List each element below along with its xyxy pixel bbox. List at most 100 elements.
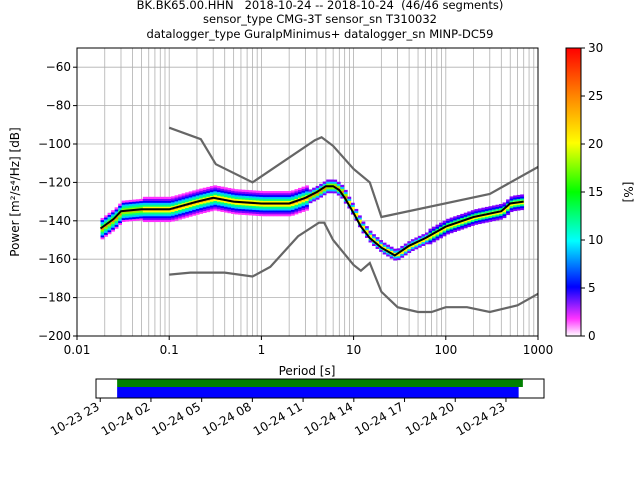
heatmap-cell: [181, 212, 186, 215]
heatmap-cell: [516, 208, 521, 211]
heatmap-cell: [484, 214, 489, 217]
heatmap-cell: [125, 200, 130, 203]
heatmap-cell: [231, 194, 235, 197]
heatmap-cell: [298, 193, 302, 196]
heatmap-cell: [100, 229, 105, 232]
y-axis-ticks: −200 −180 −160 −140 −120 −100 −80 −60: [38, 60, 77, 343]
heatmap-cell: [340, 190, 345, 193]
heatmap-cell: [153, 212, 158, 215]
heatmap-cell: [269, 198, 274, 201]
heatmap-cell: [238, 212, 242, 215]
heatmap-cell: [223, 194, 228, 198]
y-tick-label: −80: [46, 99, 71, 113]
heatmap-cell: [456, 222, 461, 226]
heatmap-cell: [481, 211, 486, 214]
heatmap-cell: [262, 204, 267, 207]
heatmap-cell: [336, 193, 341, 196]
heatmap-cell: [305, 200, 309, 203]
heatmap-cell: [477, 216, 482, 219]
heatmap-cell: [417, 237, 422, 240]
x-axis-label: Period [s]: [279, 364, 336, 378]
heatmap-cell: [213, 206, 218, 209]
heatmap-cell: [315, 193, 320, 196]
heatmap-cell: [481, 219, 486, 222]
heatmap-cell: [121, 204, 126, 207]
heatmap-cell: [361, 223, 366, 226]
heatmap-cell: [424, 232, 429, 235]
heatmap-cell: [410, 241, 415, 244]
heatmap-cell: [107, 212, 112, 215]
x-tick-label: 10: [346, 343, 361, 357]
heatmap-cell: [142, 214, 147, 217]
heatmap-cell: [220, 207, 225, 210]
heatmap-cell: [202, 191, 207, 194]
heatmap-cell: [216, 209, 221, 212]
heatmap-cell: [474, 211, 479, 214]
heatmap-cell: [206, 202, 211, 205]
heatmap-cell: [449, 227, 454, 230]
heatmap-cell: [467, 211, 472, 214]
heatmap-cell: [340, 184, 345, 188]
heatmap-cell: [220, 188, 225, 191]
heatmap-cell: [262, 206, 267, 209]
heatmap-cell: [171, 198, 175, 201]
heatmap-cell: [283, 192, 288, 196]
heatmap-cell: [407, 243, 412, 246]
heatmap-cell: [266, 191, 271, 194]
heatmap-cell: [308, 189, 313, 192]
heatmap-cell: [185, 198, 189, 201]
heatmap-cell: [389, 254, 394, 257]
heatmap-cell: [248, 195, 253, 199]
heatmap-cell: [372, 243, 376, 247]
heatmap-cell: [238, 189, 242, 192]
heatmap-cell: [146, 200, 151, 203]
heatmap-cell: [414, 237, 419, 240]
heatmap-cell: [319, 189, 324, 192]
heatmap-cell: [298, 189, 302, 193]
heatmap-cell: [241, 210, 246, 214]
heatmap-cell: [167, 200, 172, 203]
heatmap-cell: [135, 216, 140, 219]
heatmap-cell: [509, 196, 514, 199]
colorbar-ticks: 0 5 10 15 20 25 30: [581, 41, 603, 343]
heatmap-cell: [276, 196, 281, 200]
heatmap-cell: [481, 217, 486, 220]
heatmap-cell: [287, 191, 292, 194]
heatmap-cell: [202, 203, 207, 206]
heatmap-cell: [213, 189, 218, 192]
heatmap-cell: [400, 247, 405, 251]
heatmap-cell: [403, 245, 408, 248]
heatmap-cell: [463, 220, 468, 223]
heatmap-cell: [181, 193, 186, 196]
heatmap-cell: [160, 219, 165, 223]
heatmap-cell: [160, 202, 165, 205]
heatmap-cell: [100, 227, 105, 230]
heatmap-cell: [354, 210, 359, 214]
heatmap-cell: [372, 234, 376, 237]
heatmap-cell: [238, 210, 242, 213]
heatmap-cell: [520, 204, 525, 207]
heatmap-cell: [139, 206, 144, 209]
heatmap-cell: [463, 214, 468, 217]
heatmap-cell: [241, 208, 246, 212]
heatmap-cell: [164, 204, 168, 207]
heatmap-cell: [513, 199, 517, 202]
heatmap-cell: [160, 204, 165, 207]
heatmap-cell: [266, 206, 271, 209]
heatmap-cell: [417, 235, 422, 239]
heatmap-cell: [255, 190, 260, 193]
heatmap-cell: [477, 210, 482, 213]
heatmap-cell: [432, 236, 436, 239]
heatmap-cell: [343, 201, 348, 204]
heatmap-cell: [393, 256, 398, 259]
heatmap-cell: [513, 205, 517, 208]
heatmap-cell: [111, 223, 115, 226]
heatmap-cell: [354, 212, 359, 215]
heatmap-cell: [410, 239, 415, 242]
heatmap-cell: [319, 195, 324, 198]
heatmap-cell: [149, 217, 154, 221]
heatmap-cell: [432, 230, 436, 233]
heatmap-cell: [266, 212, 271, 215]
heatmap-cell: [305, 185, 309, 188]
heatmap-cell: [262, 194, 267, 198]
